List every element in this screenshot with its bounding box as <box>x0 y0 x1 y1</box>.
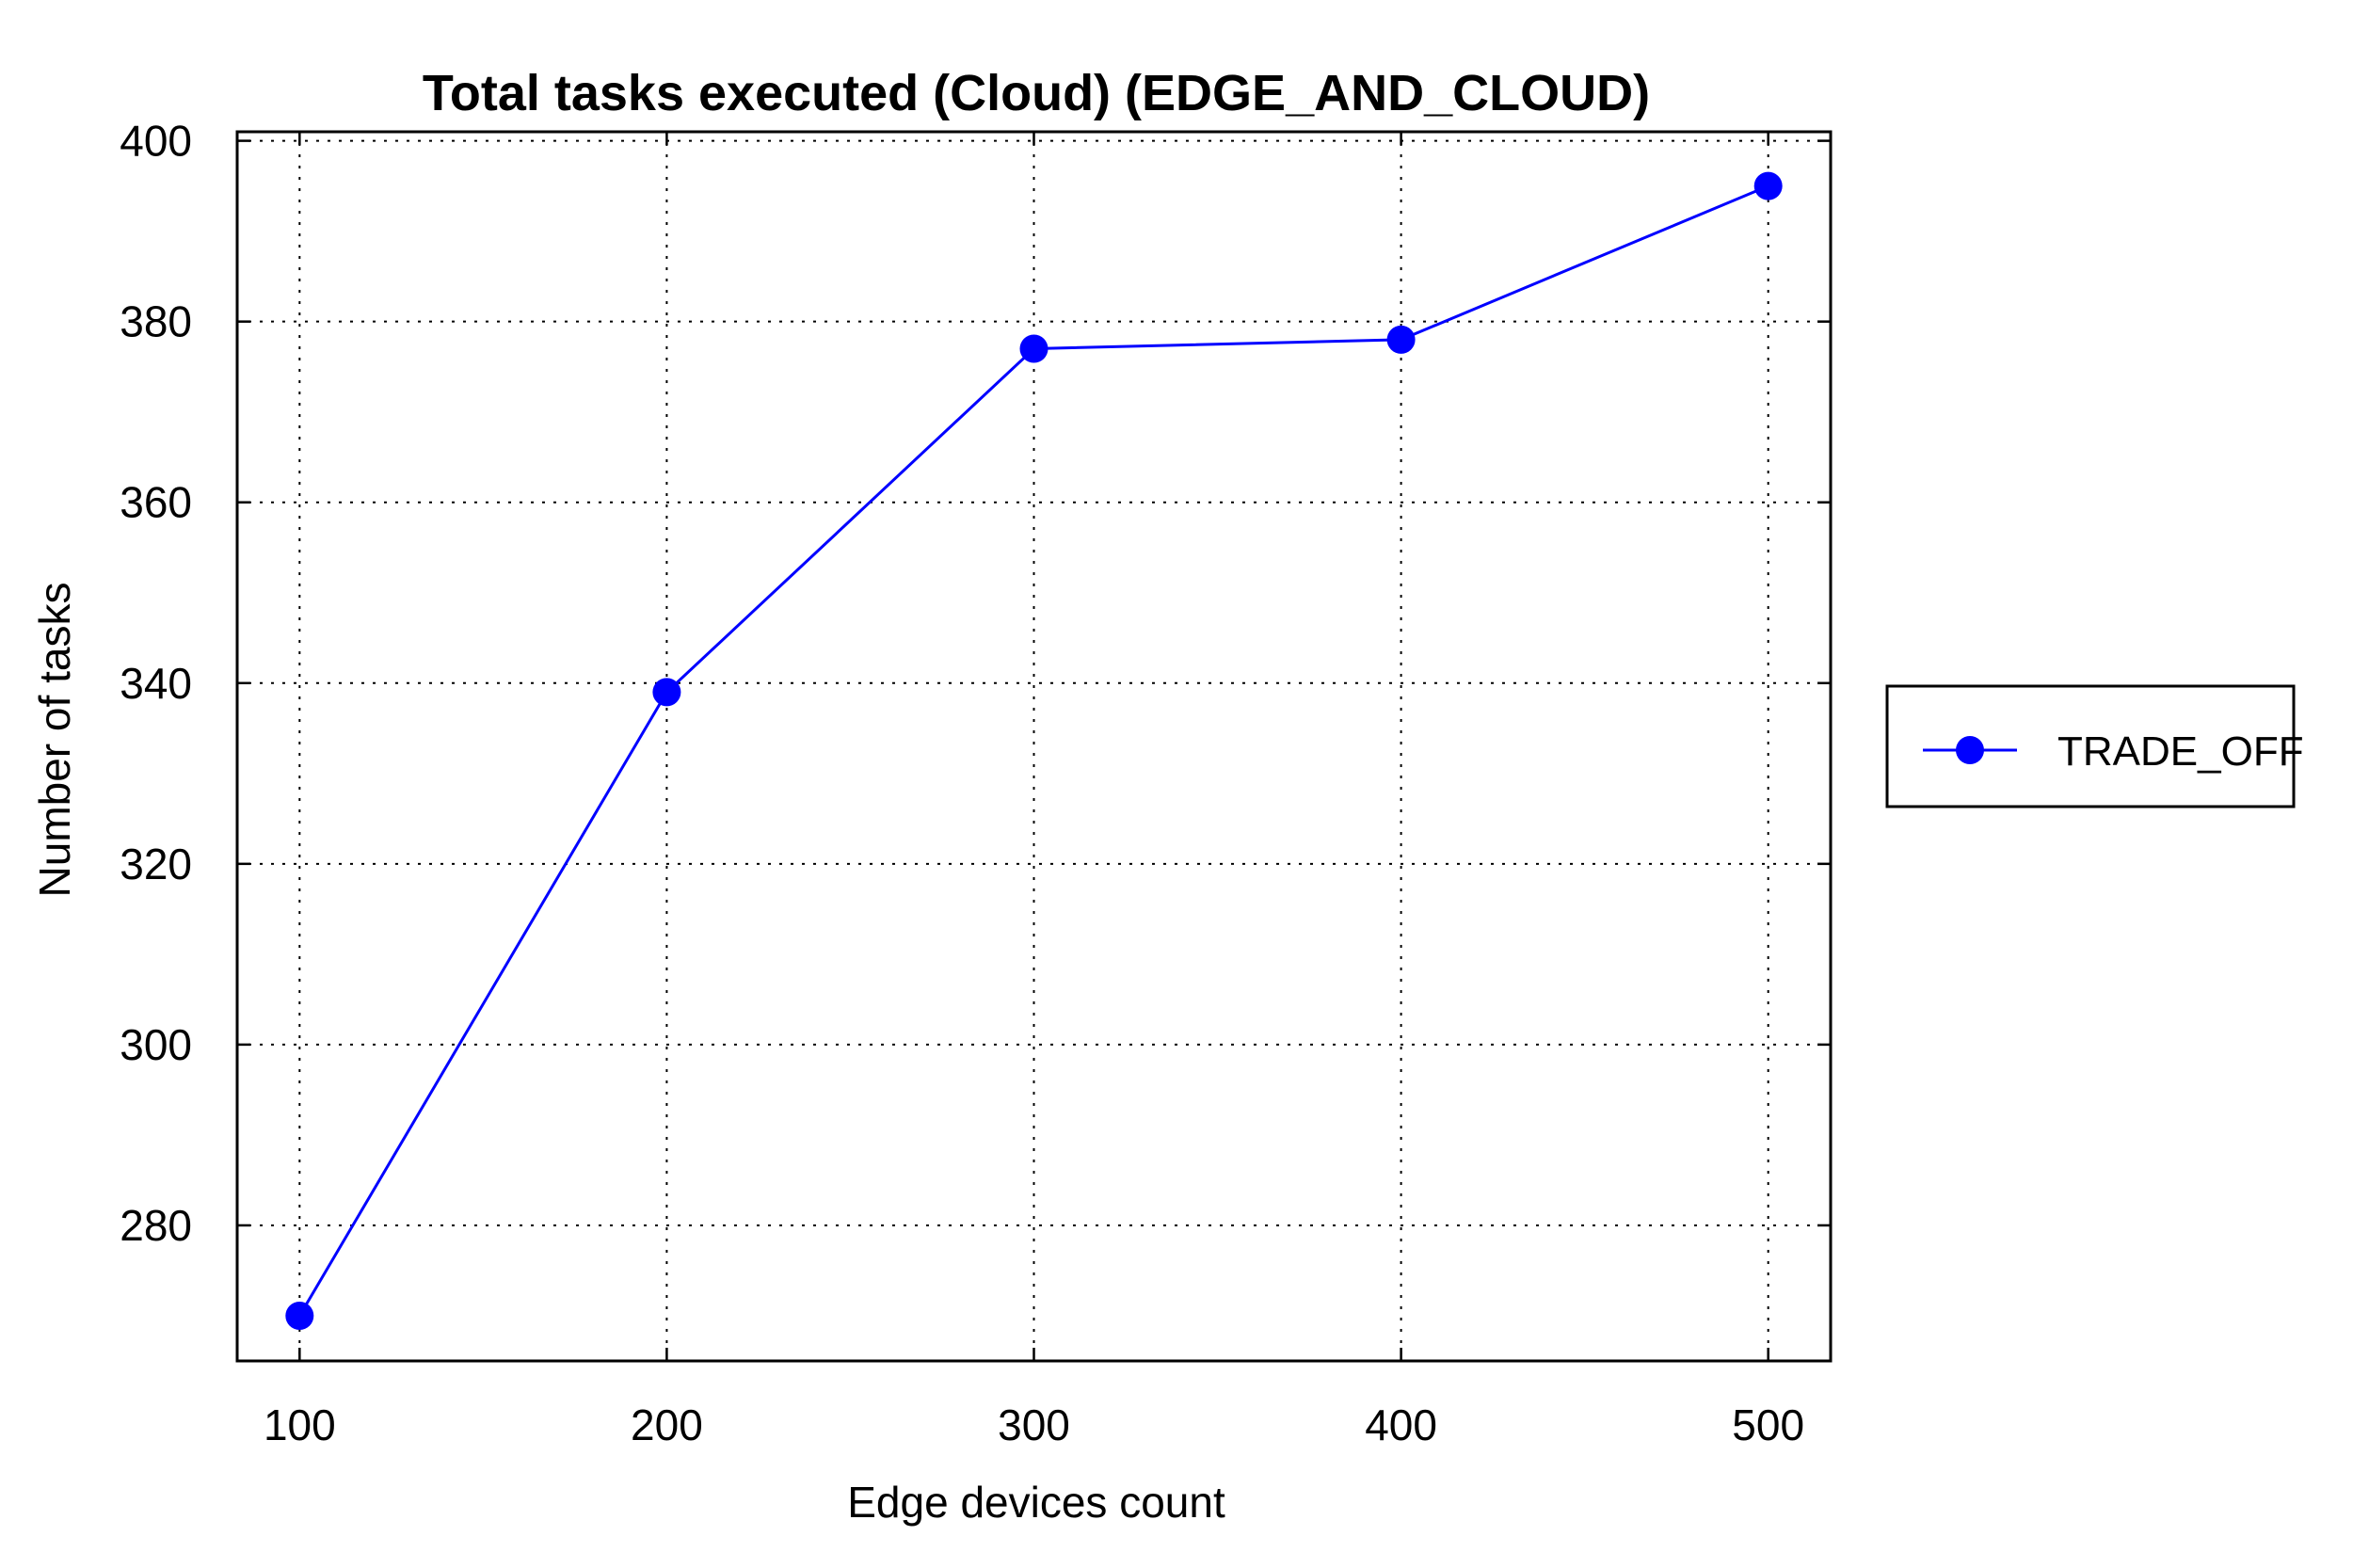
chart-title: Total tasks executed (Cloud) (EDGE_AND_C… <box>423 65 1650 121</box>
x-tick-label: 500 <box>1732 1400 1804 1449</box>
x-tick-label: 200 <box>631 1400 703 1449</box>
y-tick-label: 300 <box>120 1020 192 1069</box>
legend-box <box>1885 684 2296 808</box>
y-tick-label: 380 <box>120 297 192 346</box>
legend-label-trade-off: TRADE_OFF <box>2057 728 2304 775</box>
plot-area-frame <box>235 130 1833 1363</box>
y-tick-label: 340 <box>120 659 192 708</box>
data-point <box>285 1301 314 1330</box>
y-tick-label: 360 <box>120 478 192 527</box>
y-tick-label: 400 <box>120 117 192 166</box>
x-tick-label: 400 <box>1365 1400 1437 1449</box>
x-axis-label: Edge devices count <box>847 1478 1225 1527</box>
axis-ticks: 100 200 300 400 500 280 300 320 340 360 380 400 <box>120 117 1831 1449</box>
y-tick-label: 320 <box>120 840 192 888</box>
x-tick-label: 300 <box>998 1400 1070 1449</box>
grid-lines <box>237 132 1831 1361</box>
series-layer <box>285 171 1783 1330</box>
data-point <box>1386 325 1416 354</box>
y-tick-label: 280 <box>120 1201 192 1250</box>
legend-marker-icon <box>1956 736 1984 764</box>
data-point <box>1019 334 1048 363</box>
data-point <box>1753 171 1783 200</box>
x-tick-label: 100 <box>264 1400 336 1449</box>
y-axis-label: Number of tasks <box>30 583 79 898</box>
legend: TRADE_OFF <box>1885 684 2304 808</box>
data-point <box>652 678 681 707</box>
